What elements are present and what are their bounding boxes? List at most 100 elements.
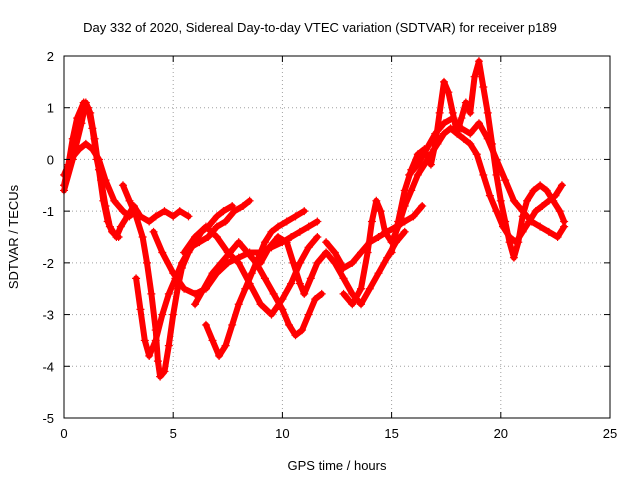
data-point xyxy=(118,207,127,216)
data-point xyxy=(440,77,449,86)
data-point xyxy=(496,196,505,205)
y-axis-label: SDTVAR / TECUs xyxy=(6,184,21,289)
data-point xyxy=(431,129,440,138)
data-point xyxy=(339,274,348,283)
y-tick-label: 0 xyxy=(47,152,54,167)
data-point xyxy=(330,248,339,257)
data-point xyxy=(418,201,427,210)
data-point xyxy=(549,196,558,205)
data-point xyxy=(363,248,372,257)
data-point xyxy=(204,233,213,241)
data-point xyxy=(405,170,414,179)
data-point xyxy=(313,233,322,241)
data-point xyxy=(440,119,449,128)
data-point xyxy=(339,289,348,298)
data-point xyxy=(413,160,422,169)
data-point xyxy=(239,201,248,210)
data-point xyxy=(544,227,553,236)
data-point xyxy=(243,248,252,257)
data-point xyxy=(132,274,141,283)
data-point xyxy=(453,129,462,138)
data-point xyxy=(304,222,313,231)
y-tick-label: -3 xyxy=(42,308,54,323)
data-point xyxy=(560,222,569,231)
data-point xyxy=(156,372,165,381)
data-point xyxy=(492,170,501,179)
data-point xyxy=(466,129,475,138)
data-point xyxy=(557,181,566,190)
data-point xyxy=(103,217,112,226)
data-point xyxy=(118,181,127,190)
data-point xyxy=(298,326,307,335)
data-point xyxy=(175,207,184,216)
data-point xyxy=(291,212,300,221)
data-point xyxy=(108,227,117,236)
data-point xyxy=(553,233,562,241)
x-tick-label: 25 xyxy=(603,426,617,441)
data-point xyxy=(457,114,466,123)
data-point xyxy=(94,165,103,174)
series-layer xyxy=(60,57,569,381)
data-point xyxy=(256,258,265,267)
data-point xyxy=(269,289,278,298)
data-point xyxy=(348,300,357,309)
data-point xyxy=(440,129,449,138)
data-point xyxy=(457,124,466,133)
data-point xyxy=(221,217,230,226)
data-point xyxy=(474,57,483,66)
data-point xyxy=(287,279,296,288)
chart-title: Day 332 of 2020, Sidereal Day-to-day VTE… xyxy=(83,20,557,35)
data-point xyxy=(86,108,95,117)
data-point xyxy=(426,160,435,169)
data-point xyxy=(114,233,123,241)
data-point xyxy=(400,186,409,195)
data-point xyxy=(142,258,151,267)
data-point xyxy=(531,207,540,216)
data-point xyxy=(241,284,250,293)
data-point xyxy=(260,274,269,283)
data-point xyxy=(357,300,366,309)
data-point xyxy=(177,264,186,273)
data-point xyxy=(145,217,154,226)
y-tick-label: -4 xyxy=(42,359,54,374)
data-point xyxy=(322,238,331,247)
data-point xyxy=(282,238,291,247)
data-point xyxy=(68,155,77,164)
data-point xyxy=(282,217,291,226)
data-point xyxy=(164,289,173,298)
data-point xyxy=(234,258,243,267)
data-point xyxy=(466,139,475,148)
data-point xyxy=(374,233,383,241)
data-point xyxy=(180,248,189,257)
data-point xyxy=(291,331,300,340)
data-point xyxy=(81,98,90,107)
data-point xyxy=(287,233,296,241)
data-point xyxy=(470,72,479,81)
data-point xyxy=(274,233,283,241)
data-point xyxy=(304,243,313,252)
data-point xyxy=(140,336,149,345)
data-point xyxy=(99,196,108,205)
data-point xyxy=(215,351,224,360)
data-point xyxy=(138,233,147,241)
y-tick-label: 1 xyxy=(47,101,54,116)
data-point xyxy=(509,253,518,262)
series-track-13 xyxy=(387,57,569,262)
data-point xyxy=(278,305,287,314)
data-point xyxy=(234,300,243,309)
data-point xyxy=(247,269,256,278)
series-track-7 xyxy=(180,222,322,319)
data-point xyxy=(514,238,523,247)
data-point xyxy=(505,238,514,247)
data-point xyxy=(145,351,154,360)
data-point xyxy=(509,196,518,205)
data-point xyxy=(448,114,457,123)
data-point xyxy=(77,119,86,128)
x-tick-label: 20 xyxy=(494,426,508,441)
data-point xyxy=(149,227,158,236)
data-point xyxy=(435,108,444,117)
data-point xyxy=(267,310,276,319)
data-point xyxy=(212,212,221,221)
